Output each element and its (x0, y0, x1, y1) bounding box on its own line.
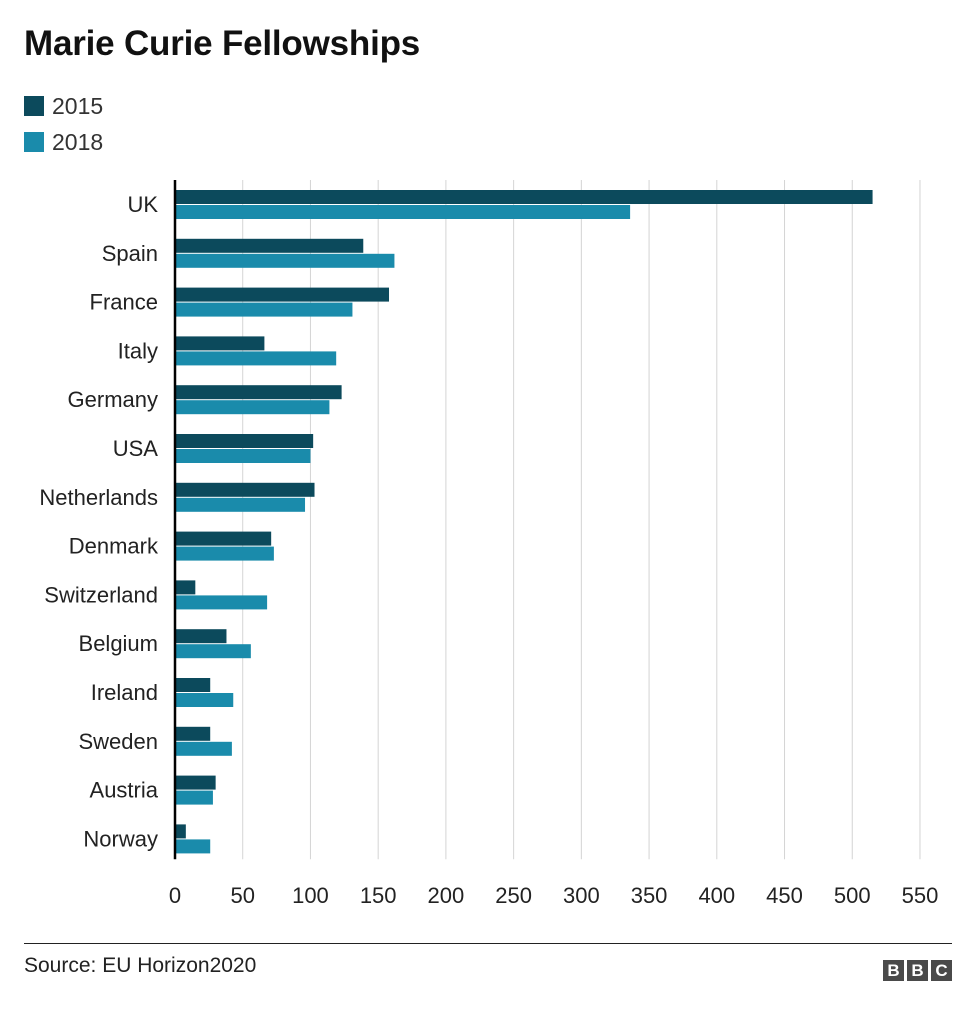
category-label: USA (113, 436, 159, 461)
bar-2018 (175, 400, 330, 415)
category-label: UK (127, 192, 158, 217)
bar-2015 (175, 629, 227, 644)
x-tick-label: 200 (428, 883, 465, 908)
x-tick-label: 300 (563, 883, 600, 908)
category-label: Austria (90, 778, 159, 803)
bar-2018 (175, 839, 211, 854)
category-label: Ireland (91, 680, 158, 705)
bar-2018 (175, 449, 311, 463)
bar-2015 (175, 336, 265, 351)
bbc-logo: B B C (883, 960, 952, 981)
bbc-logo-letter: B (907, 960, 928, 981)
bar-2015 (175, 678, 211, 692)
bar-2018 (175, 351, 337, 366)
x-tick-label: 350 (631, 883, 668, 908)
category-label: Denmark (69, 534, 159, 559)
bar-2015 (175, 775, 216, 790)
bar-2018 (175, 546, 274, 561)
bar-2018 (175, 741, 232, 756)
bar-2015 (175, 190, 873, 204)
bar-2018 (175, 497, 306, 512)
category-label: Switzerland (44, 582, 158, 607)
category-label: Italy (118, 338, 158, 363)
x-tick-label: 0 (169, 883, 181, 908)
x-tick-label: 150 (360, 883, 397, 908)
source-note: Source: EU Horizon2020 (24, 954, 257, 977)
category-label: Spain (102, 241, 158, 266)
bar-2015 (175, 824, 186, 839)
bar-2018 (175, 253, 395, 268)
legend-label-2018: 2018 (52, 128, 104, 155)
bar-chart: UK Spain France Italy Germany USA Netherlands D… (39, 180, 939, 908)
chart-title: Marie Curie Fellowships (24, 24, 421, 63)
bar-2018 (175, 595, 268, 610)
x-tick-label: 500 (834, 883, 871, 908)
bar-2018 (175, 205, 631, 219)
legend-item-2018: 2018 (24, 124, 103, 160)
category-label: Germany (68, 387, 158, 412)
legend-swatch-2018 (24, 132, 44, 152)
legend-swatch-2015 (24, 96, 44, 116)
legend: 2015 2018 (24, 88, 103, 160)
bar-2015 (175, 385, 342, 400)
bar-2015 (175, 726, 211, 741)
bar-2015 (175, 531, 272, 546)
bar-2015 (175, 580, 196, 595)
bar-2015 (175, 434, 314, 448)
legend-item-2015: 2015 (24, 88, 103, 124)
x-tick-label: 550 (902, 883, 939, 908)
bar-2018 (175, 644, 251, 659)
x-tick-label: 400 (698, 883, 735, 908)
category-label: Norway (83, 826, 158, 851)
bar-2018 (175, 790, 213, 805)
category-label: Netherlands (39, 485, 158, 510)
bar-2015 (175, 287, 390, 302)
bbc-logo-letter: B (883, 960, 904, 981)
bar-2015 (175, 238, 364, 253)
category-label: France (90, 290, 158, 315)
x-tick-label: 100 (292, 883, 329, 908)
category-label: Sweden (78, 729, 158, 754)
bar-2018 (175, 302, 353, 317)
category-label: Belgium (79, 631, 158, 656)
bar-2015 (175, 482, 315, 497)
bar-2018 (175, 693, 234, 707)
x-tick-label: 450 (766, 883, 803, 908)
bbc-logo-letter: C (931, 960, 952, 981)
x-tick-label: 50 (230, 883, 254, 908)
legend-label-2015: 2015 (52, 92, 104, 119)
footer-rule (24, 943, 952, 944)
x-tick-label: 250 (495, 883, 532, 908)
